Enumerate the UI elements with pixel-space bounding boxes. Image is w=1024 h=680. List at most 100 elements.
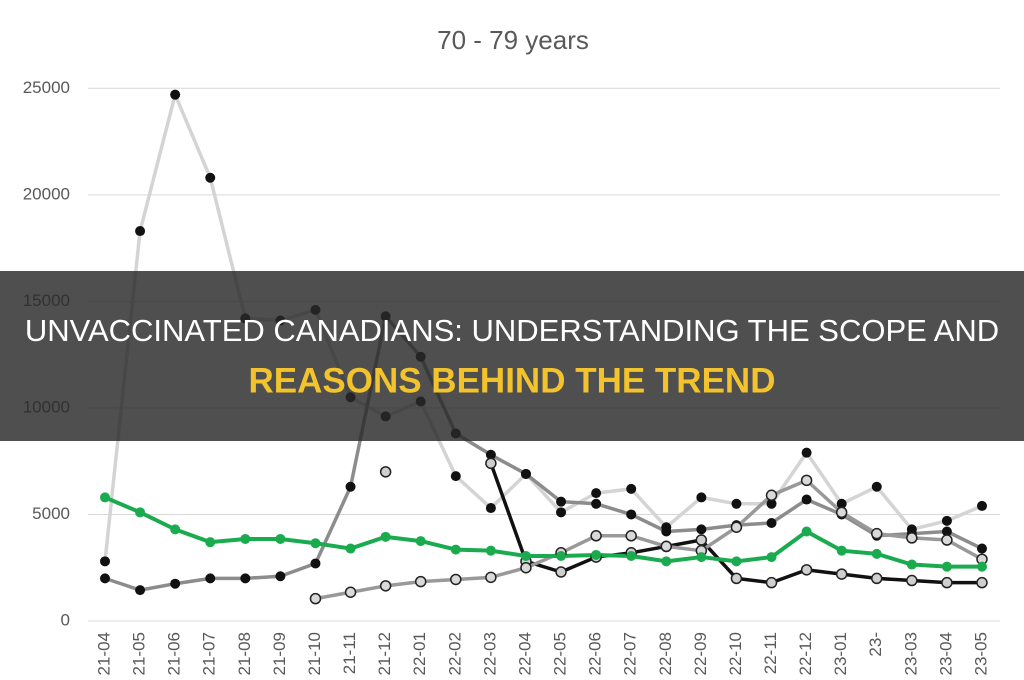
data-point: [591, 549, 602, 560]
data-point: [766, 552, 777, 563]
x-tick-label: 21-10: [305, 632, 324, 675]
x-tick-label: 21-05: [130, 632, 149, 675]
data-point: [485, 457, 497, 470]
data-point: [660, 540, 673, 553]
data-point: [835, 568, 848, 580]
x-tick-label: 22-05: [551, 632, 570, 675]
data-point: [977, 543, 987, 554]
data-point: [766, 517, 777, 528]
data-point: [731, 498, 742, 509]
x-tick-label: 22-01: [410, 632, 429, 675]
x-tick-label: 21-11: [340, 632, 359, 674]
data-point: [556, 551, 567, 562]
data-point: [450, 544, 461, 555]
data-point: [836, 545, 847, 556]
data-point: [170, 524, 181, 535]
data-point: [520, 551, 531, 562]
x-tick-label: 21-07: [200, 632, 219, 675]
data-point: [345, 543, 356, 554]
data-point: [205, 172, 216, 183]
x-tick-label: 22-06: [586, 632, 605, 675]
x-tick-label: 21-08: [235, 632, 254, 675]
data-point: [626, 551, 637, 562]
y-tick-label: 25000: [23, 78, 70, 97]
data-point: [941, 534, 953, 546]
data-point: [835, 506, 848, 519]
x-tick-label: 23-03: [901, 632, 920, 675]
x-tick-label: 22-02: [445, 632, 464, 675]
chart-title: 70 - 79 years: [437, 25, 589, 55]
data-point: [765, 576, 778, 589]
x-tick-label: 21-12: [375, 632, 394, 675]
data-point: [871, 481, 882, 492]
data-point: [485, 571, 497, 584]
series-line: [104, 314, 983, 592]
data-point: [731, 556, 742, 567]
data-point: [450, 471, 461, 482]
data-point: [520, 468, 531, 479]
x-tick-label: 22-11: [761, 632, 780, 674]
data-point: [556, 496, 567, 507]
x-tick-label: 23-: [866, 632, 885, 657]
data-point: [170, 578, 181, 589]
data-point: [135, 585, 146, 596]
data-point: [800, 474, 813, 487]
data-point: [380, 531, 391, 542]
data-point: [906, 574, 918, 587]
data-point: [661, 526, 672, 537]
data-point: [379, 466, 392, 478]
data-point: [450, 573, 462, 586]
y-tick-label: 5000: [32, 504, 70, 523]
data-point: [801, 526, 812, 537]
data-point: [765, 489, 778, 502]
data-point: [485, 545, 496, 556]
data-point: [275, 533, 286, 544]
x-tick-label: 21-09: [270, 632, 289, 675]
x-tick-label: 21-06: [165, 632, 184, 675]
data-point: [520, 561, 532, 574]
y-tick-label: 0: [61, 610, 70, 629]
data-point: [275, 571, 286, 582]
data-point: [310, 558, 321, 569]
series-line: [315, 478, 983, 601]
data-point: [556, 507, 567, 518]
data-point: [135, 226, 146, 237]
data-point: [344, 586, 357, 598]
data-point: [135, 507, 146, 518]
data-point: [591, 498, 602, 509]
data-point: [871, 572, 883, 585]
x-tick-label: 23-05: [971, 632, 990, 675]
data-point: [590, 530, 602, 542]
data-point: [941, 515, 952, 526]
data-point: [977, 500, 987, 511]
x-tick-label: 22-03: [480, 632, 499, 675]
data-point: [345, 481, 356, 492]
data-point: [906, 559, 917, 570]
data-point: [661, 556, 672, 567]
data-point: [941, 526, 952, 537]
x-tick-label: 22-08: [656, 632, 675, 675]
data-point: [976, 576, 988, 589]
y-tick-label: 20000: [23, 184, 70, 203]
data-point: [240, 573, 251, 584]
data-point: [205, 573, 216, 584]
data-point: [941, 576, 953, 589]
data-point: [871, 548, 882, 559]
data-point: [626, 509, 637, 520]
x-tick-label: 22-09: [691, 632, 710, 675]
x-tick-label: 22-04: [515, 632, 534, 675]
data-point: [485, 503, 496, 514]
x-tick-label: 21-04: [94, 632, 113, 675]
data-point: [977, 561, 987, 572]
data-point: [696, 552, 707, 563]
data-point: [695, 534, 708, 546]
data-point: [696, 524, 707, 535]
data-point: [906, 532, 918, 544]
x-tick-label: 22-12: [796, 632, 815, 675]
data-point: [941, 561, 952, 572]
data-point: [696, 492, 707, 503]
data-point: [836, 498, 847, 509]
data-point: [100, 573, 110, 584]
x-tick-label: 23-04: [936, 632, 955, 675]
